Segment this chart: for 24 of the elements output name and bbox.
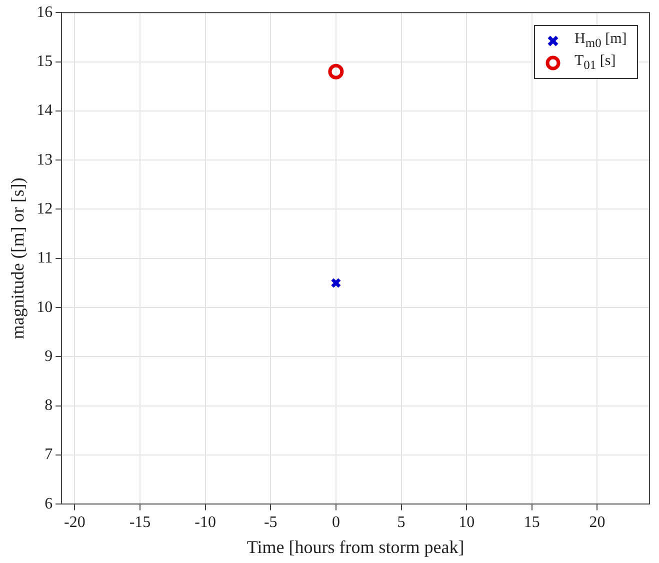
x-tick-label: 10 bbox=[458, 514, 475, 532]
x-axis-title: Time [hours from storm peak] bbox=[246, 536, 464, 557]
legend-label: H$_{m0}$ [m] bbox=[574, 30, 627, 51]
x-tick-label: 20 bbox=[589, 514, 606, 532]
y-tick-label: 6 bbox=[44, 495, 53, 512]
x-tick-label: -20 bbox=[64, 514, 86, 532]
x-tick-label: 15 bbox=[524, 514, 540, 532]
legend-label: T$_{01}$ [s] bbox=[574, 52, 616, 73]
y-tick-label: 15 bbox=[36, 52, 53, 70]
y-tick-label: 7 bbox=[44, 446, 53, 464]
y-axis-title: magnitude ([m] or [s]) bbox=[8, 178, 28, 340]
y-tick-label: 11 bbox=[37, 250, 53, 267]
y-tick-label: 12 bbox=[36, 200, 53, 218]
y-tick-label: 9 bbox=[44, 348, 53, 365]
x-tick-label: -10 bbox=[194, 514, 216, 532]
x-tick-label: -15 bbox=[129, 514, 151, 532]
y-tick-label: 14 bbox=[36, 102, 53, 120]
y-tick-label: 16 bbox=[36, 4, 53, 21]
x-tick-label: 5 bbox=[397, 514, 406, 532]
y-tick-label: 8 bbox=[44, 397, 53, 414]
y-tick-label: 10 bbox=[36, 298, 53, 316]
x-tick-label: -5 bbox=[264, 514, 278, 532]
y-tick-label: 13 bbox=[36, 151, 53, 168]
x-tick-label: 0 bbox=[332, 514, 340, 532]
